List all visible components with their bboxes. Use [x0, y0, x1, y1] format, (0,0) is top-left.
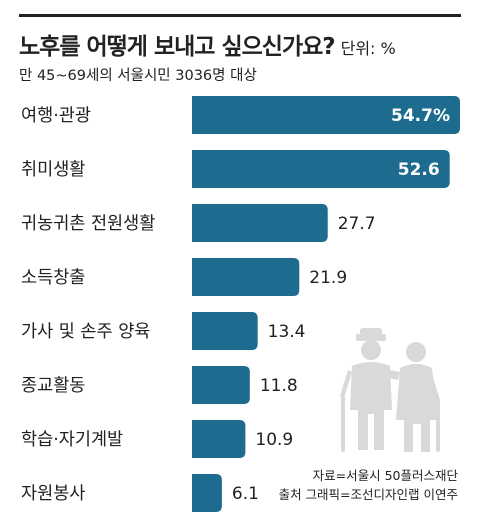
bar — [192, 420, 246, 458]
value-label: 52.6 — [398, 160, 440, 180]
top-rule — [19, 14, 461, 17]
value-label: 6.1 — [232, 484, 259, 504]
bar — [192, 204, 328, 242]
bar-series: 여행·관광 54.7% 취미생활 52.6 귀농귀촌 전원생활 27.7 소득창출 21.9 가… — [21, 96, 460, 512]
value-label: 10.9 — [255, 430, 293, 450]
category-label: 취미생활 — [21, 160, 85, 180]
category-label: 종교활동 — [21, 376, 85, 396]
bar — [192, 258, 300, 296]
chart-title: 노후를 어떻게 보내고 싶으신가요? 단위: % — [19, 27, 396, 61]
unit-label: 단위: % — [340, 39, 396, 58]
category-label: 학습·자기계발 — [21, 430, 123, 450]
bar — [192, 150, 450, 188]
category-label: 소득창출 — [21, 268, 85, 288]
bar — [192, 474, 222, 512]
value-label: 54.7% — [391, 106, 450, 126]
chart-subtitle: 만 45~69세의 서울시민 3036명 대상 — [19, 68, 257, 84]
category-label: 가사 및 손주 양육 — [21, 322, 150, 342]
source-note: 자료=서울시 50플러스재단 출처 그래픽=조선디자인랩 이연주 — [279, 466, 458, 504]
credit-line: 출처 그래픽=조선디자인랩 이연주 — [278, 487, 458, 502]
value-label: 13.4 — [268, 322, 306, 342]
category-label: 자원봉사 — [21, 484, 85, 504]
category-label: 여행·관광 — [21, 106, 91, 126]
elderly-couple-icon — [340, 328, 440, 452]
source-line: 자료=서울시 50플러스재단 — [312, 468, 458, 483]
bar — [192, 312, 258, 350]
category-label: 귀농귀촌 전원생활 — [21, 214, 155, 234]
bar — [192, 366, 250, 404]
bar — [192, 96, 460, 134]
value-label: 21.9 — [309, 268, 347, 288]
value-label: 27.7 — [338, 214, 376, 234]
value-label: 11.8 — [260, 376, 298, 396]
title-text: 노후를 어떻게 보내고 싶으신가요? — [19, 34, 336, 60]
